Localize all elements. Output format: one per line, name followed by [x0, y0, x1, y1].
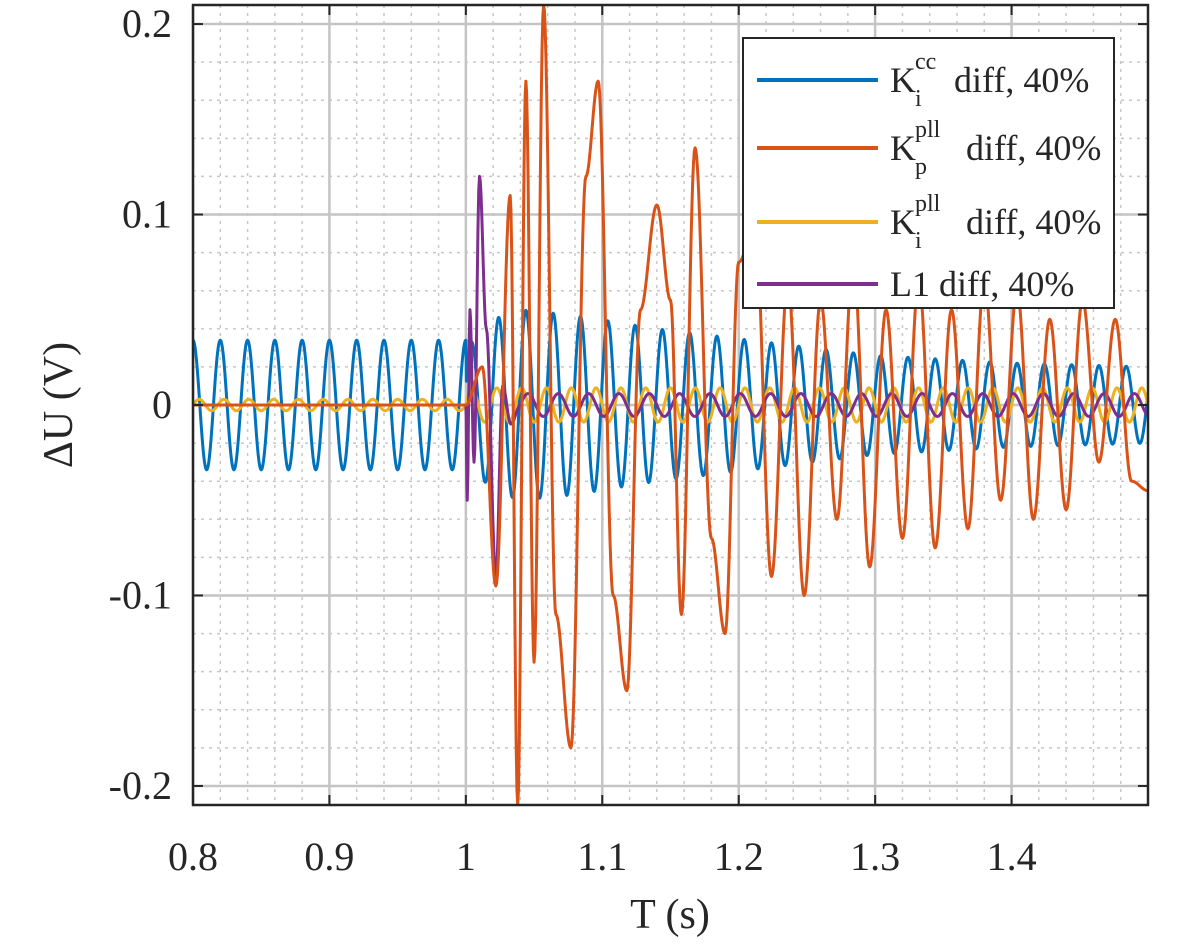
tick-marks — [192, 5, 1148, 805]
series-line-1 — [193, 308, 1148, 500]
legend-entry: Kipll diff, 40% — [757, 191, 1101, 254]
legend-label: Kipll diff, 40% — [890, 191, 1101, 254]
legend-label: Kppll diff, 40% — [890, 117, 1101, 180]
y-tick-label: -0.2 — [109, 763, 172, 808]
y-tick-label: 0.2 — [122, 1, 172, 46]
y-tick-label: 0.1 — [122, 192, 172, 237]
x-tick-label: 1.3 — [850, 834, 900, 879]
x-tick-label: 0.9 — [304, 834, 354, 879]
legend-label: L1 diff, 40% — [890, 264, 1074, 304]
series-layer — [193, 5, 1148, 805]
y-tick-label: -0.1 — [109, 572, 172, 617]
legend-entry: L1 diff, 40% — [757, 264, 1074, 304]
series-line-2 — [193, 5, 1148, 805]
series-line-3 — [193, 386, 1148, 424]
legend-label: Kicc diff, 40% — [890, 49, 1089, 112]
legend-box — [742, 37, 1115, 309]
x-tick-label: 1.4 — [987, 834, 1037, 879]
x-tick-label: 1.1 — [577, 834, 627, 879]
x-tick-label: 1.2 — [714, 834, 764, 879]
x-axis-label: T (s) — [630, 892, 710, 938]
x-tick-label: 0.8 — [168, 834, 218, 879]
x-tick-label: 1 — [456, 834, 476, 879]
y-tick-label: 0 — [152, 382, 172, 427]
legend-entry: Kicc diff, 40% — [757, 49, 1089, 112]
y-axis-label: ΔU (V) — [36, 342, 82, 468]
legend: Kicc diff, 40%Kppll diff, 40% Kipll diff,… — [742, 37, 1115, 309]
tick-labels: 0.8 0.9 1 1.1 1.2 1.3 1.4 -0.2 -0.1 0 0.1 0.2 — [109, 1, 1037, 879]
legend-entry: Kppll diff, 40% — [757, 117, 1101, 180]
